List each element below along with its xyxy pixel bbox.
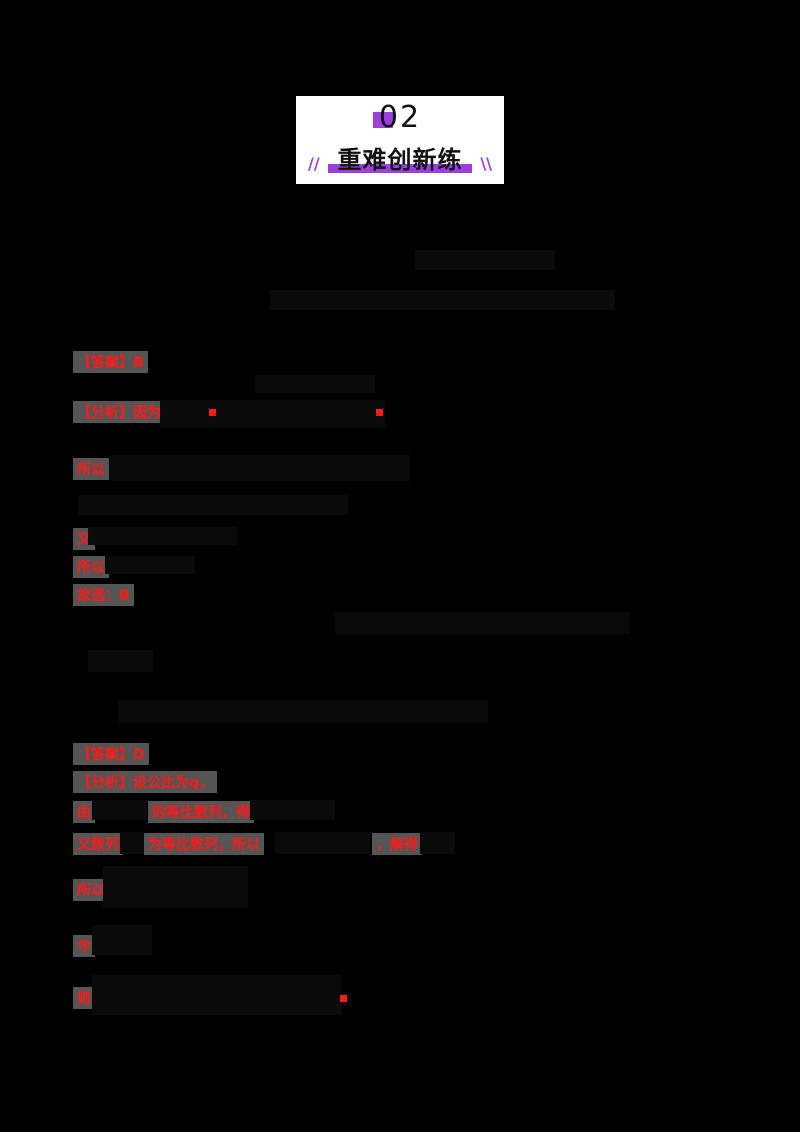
question-options <box>118 700 488 722</box>
step-label: 的等比数列，得 <box>148 801 254 823</box>
formula <box>250 800 335 820</box>
step-label: 又数列 <box>73 833 123 855</box>
answer-label: 【答案】B <box>73 351 148 373</box>
formula <box>105 556 195 574</box>
step-label: 为等比数列，所以 <box>144 833 264 855</box>
formula <box>88 527 238 545</box>
formula <box>110 455 410 481</box>
step-label: 由 <box>73 801 95 823</box>
slash-decoration-icon: // <box>308 154 320 173</box>
fraction-formula <box>92 975 342 1015</box>
punct-dot <box>209 409 216 416</box>
formula <box>255 375 375 393</box>
question-options <box>270 290 615 310</box>
answer-label: 【答案】D <box>73 743 149 765</box>
analysis-label: 【分析】因为 <box>73 401 165 423</box>
step-label: 所以 <box>73 458 109 480</box>
step-label: 则 <box>73 987 95 1009</box>
formula <box>275 832 370 854</box>
step-label: 令 <box>73 935 95 957</box>
formula <box>92 800 147 820</box>
formula <box>78 495 348 515</box>
punct-dot <box>340 995 347 1002</box>
step-label: 所以 <box>73 556 109 578</box>
analysis-label: 【分析】设公比为q， <box>73 771 218 793</box>
final-choice: 故选：B <box>73 584 134 606</box>
step-label: 所以 <box>73 879 109 901</box>
section-banner: 02 重难创新练 // \\ <box>296 96 504 184</box>
question-formula <box>88 650 153 672</box>
section-number: 02 <box>378 100 422 135</box>
slash-decoration-icon: \\ <box>480 154 492 173</box>
formula <box>92 925 152 955</box>
question-formula <box>415 250 555 270</box>
formula <box>120 832 145 854</box>
formula <box>420 832 455 854</box>
step-label: ，解得 <box>372 833 422 855</box>
punct-dot <box>376 409 383 416</box>
title-underline <box>328 164 472 173</box>
question-formula <box>335 612 630 634</box>
number-accent <box>373 112 393 128</box>
fraction-formula <box>103 866 248 908</box>
section-title: 重难创新练 <box>337 146 463 174</box>
formula <box>160 400 385 428</box>
